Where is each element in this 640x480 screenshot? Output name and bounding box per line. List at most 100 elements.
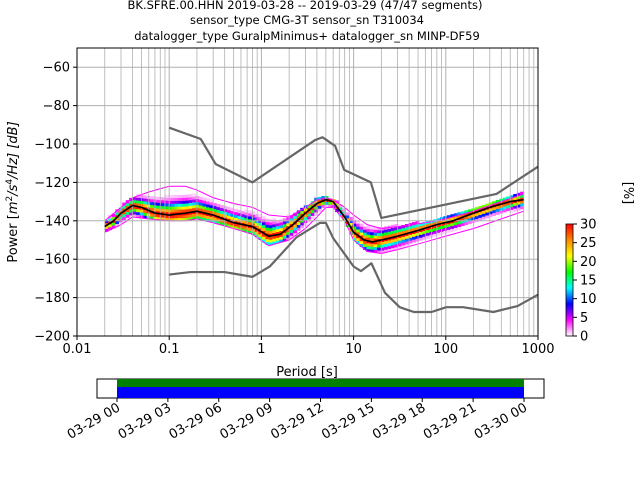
density-cell xyxy=(359,229,364,233)
density-cell xyxy=(216,209,221,213)
density-cell xyxy=(230,225,235,229)
density-cell xyxy=(398,228,402,233)
density-cell xyxy=(418,234,423,238)
density-cell xyxy=(289,229,294,233)
density-cell xyxy=(289,218,294,222)
density-cell xyxy=(506,205,511,209)
density-cell xyxy=(261,221,266,226)
density-cell xyxy=(520,197,525,201)
density-cell xyxy=(254,217,259,221)
density-cell xyxy=(359,232,364,236)
density-cell xyxy=(432,222,437,226)
density-cell xyxy=(453,227,458,231)
density-cell xyxy=(129,215,133,219)
density-cell xyxy=(453,216,458,220)
density-cell xyxy=(405,244,409,248)
density-cell xyxy=(157,216,161,221)
density-cell xyxy=(300,216,305,220)
density-cell xyxy=(199,205,203,209)
density-cell xyxy=(195,198,200,202)
density-cell xyxy=(356,237,360,242)
density-cell xyxy=(226,224,231,228)
timeline-good-data-bar xyxy=(117,379,524,387)
density-cell xyxy=(506,199,511,203)
density-cell xyxy=(275,234,280,238)
density-cell xyxy=(342,217,346,221)
density-cell xyxy=(401,242,406,246)
density-cell xyxy=(520,200,525,204)
density-cell xyxy=(446,218,451,222)
density-cell xyxy=(206,218,210,222)
density-cell xyxy=(216,218,221,222)
density-cell xyxy=(415,235,420,239)
density-cell xyxy=(391,224,395,228)
density-cell xyxy=(268,236,273,240)
density-cell xyxy=(289,232,294,236)
density-cell xyxy=(209,199,214,203)
density-cell xyxy=(453,221,458,226)
density-cell xyxy=(199,214,203,218)
density-cell xyxy=(265,221,270,225)
density-cell xyxy=(338,204,343,208)
x-axis-ticks: 0.01 0.1 1 10 100 1000 xyxy=(63,336,555,357)
density-cell xyxy=(492,212,497,216)
density-cell xyxy=(272,221,277,225)
density-cell xyxy=(181,215,186,219)
density-cell xyxy=(349,231,353,235)
density-cell xyxy=(268,242,273,246)
density-cell xyxy=(380,227,385,231)
x-tick-label: 100 xyxy=(433,342,458,357)
density-cell xyxy=(181,206,186,210)
y-tick-label: −180 xyxy=(34,291,70,306)
density-cell xyxy=(192,196,196,200)
density-cell xyxy=(467,215,472,219)
density-cell xyxy=(209,204,214,209)
density-cell xyxy=(418,237,423,241)
density-cell xyxy=(516,192,521,197)
density-cell xyxy=(405,229,409,233)
density-cell xyxy=(122,216,126,221)
density-cell xyxy=(296,213,301,217)
density-cell xyxy=(230,222,235,226)
density-cell xyxy=(411,239,416,243)
density-cell xyxy=(136,197,140,201)
density-cell xyxy=(394,244,399,248)
density-cell xyxy=(212,217,217,221)
density-cell xyxy=(178,215,182,219)
mode-line xyxy=(104,198,524,243)
density-cell xyxy=(408,225,413,230)
density-cell xyxy=(391,227,395,231)
density-cell xyxy=(233,211,238,215)
density-cell xyxy=(398,243,402,247)
density-cell xyxy=(188,208,193,212)
density-cell xyxy=(157,205,161,209)
density-cell xyxy=(425,223,430,228)
x-axis-label: Period [s] xyxy=(276,365,338,380)
density-cell xyxy=(199,199,203,203)
density-cell xyxy=(370,246,374,250)
density-cell xyxy=(391,230,395,234)
density-cell xyxy=(157,211,161,215)
density-cell xyxy=(293,218,298,222)
density-cell xyxy=(275,237,280,241)
density-cell xyxy=(377,232,381,237)
density-cell xyxy=(185,200,189,204)
density-cell xyxy=(335,203,339,207)
density-cell xyxy=(202,206,207,210)
density-cell xyxy=(251,220,256,224)
density-cell xyxy=(363,226,367,230)
density-cell xyxy=(446,229,451,233)
density-cell xyxy=(370,226,374,230)
y-tick-label: −60 xyxy=(43,61,70,76)
density-cell xyxy=(509,209,514,213)
density-cell xyxy=(345,215,350,219)
density-cell xyxy=(188,194,193,198)
density-cell xyxy=(160,200,165,204)
density-cell xyxy=(153,202,158,206)
density-cell xyxy=(373,235,378,239)
density-cell xyxy=(401,245,406,249)
density-cell xyxy=(366,225,371,229)
density-cell xyxy=(384,249,388,253)
density-cell xyxy=(104,219,109,224)
density-cell xyxy=(160,197,165,201)
